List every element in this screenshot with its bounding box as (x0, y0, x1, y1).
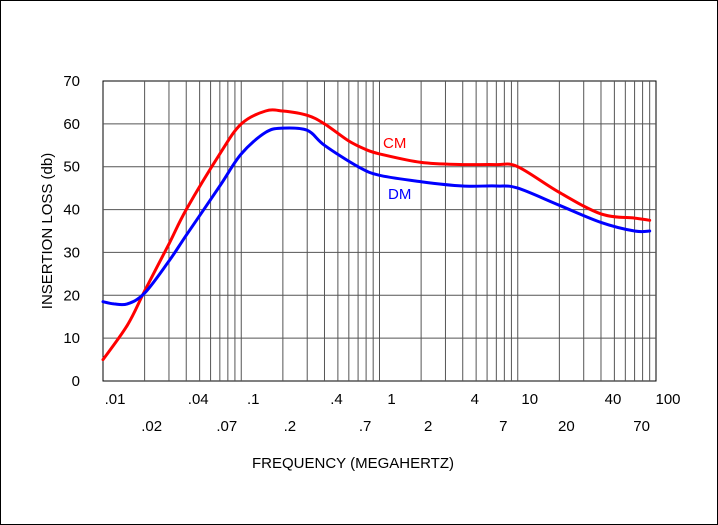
x-tick-label: .02 (141, 418, 162, 435)
y-tick-label: 60 (63, 116, 80, 133)
y-tick-label: 10 (63, 330, 80, 347)
x-tick-label: .4 (330, 391, 343, 408)
x-tick-label: 100 (655, 391, 680, 408)
x-tick-label: 70 (633, 418, 650, 435)
y-tick-label: 30 (63, 244, 80, 261)
x-tick-label: .1 (247, 391, 260, 408)
x-axis-title: FREQUENCY (MEGAHERTZ) (252, 455, 454, 472)
series-label-dm: DM (388, 186, 411, 203)
x-tick-label: 10 (521, 391, 538, 408)
y-tick-label: 40 (63, 202, 80, 219)
x-tick-label: .04 (188, 391, 209, 408)
x-tick-label: 4 (471, 391, 479, 408)
x-tick-label: .2 (284, 418, 297, 435)
series-line-dm (101, 126, 652, 307)
x-tick-label: 2 (424, 418, 432, 435)
y-axis-title: INSERTION LOSS (db) (39, 153, 56, 309)
series-label-cm: CM (383, 135, 406, 152)
y-tick-label: 50 (63, 159, 80, 176)
x-tick-label: .01 (105, 391, 126, 408)
x-tick-label: 20 (558, 418, 575, 435)
x-tick-label: .7 (359, 418, 372, 435)
x-tick-label: .07 (216, 418, 237, 435)
tick-labels: 0 10 20 30 40 50 60 70 .01 .04 .1 .4 1 4 10 40 100 .02 .07… (63, 73, 680, 435)
y-tick-label: 0 (72, 373, 80, 390)
y-tick-label: 70 (63, 73, 80, 90)
y-tick-label: 20 (63, 287, 80, 304)
series-line-cm (101, 108, 652, 362)
x-tick-label: 40 (605, 391, 622, 408)
x-tick-label: 7 (499, 418, 507, 435)
grid (102, 80, 657, 382)
x-tick-label: 1 (387, 391, 395, 408)
series-layer (101, 108, 652, 362)
